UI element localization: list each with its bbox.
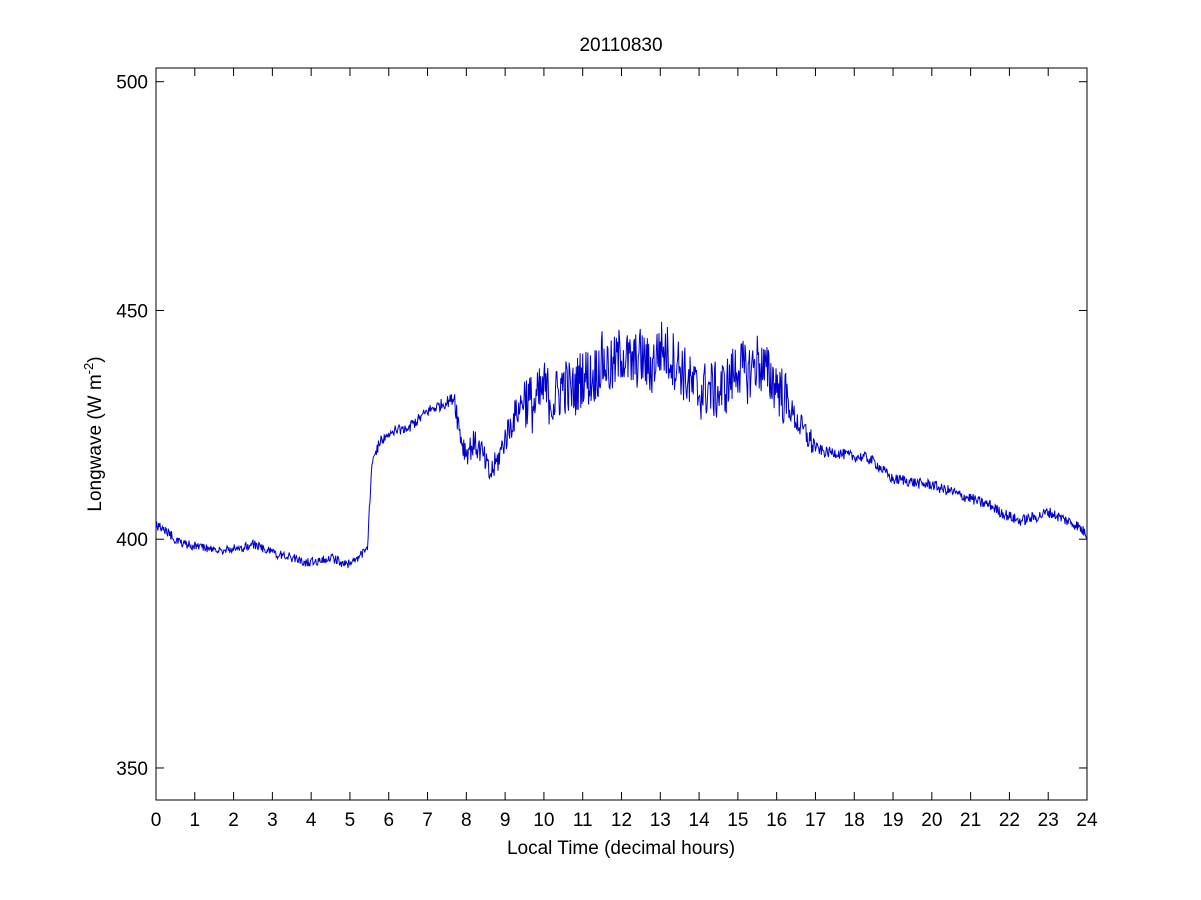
y-axis: 350 400 450 500 — [116, 73, 1087, 780]
x-tick-label-19: 19 — [882, 810, 903, 831]
x-tick-label-6: 6 — [383, 810, 394, 831]
longwave-series-line — [155, 321, 1088, 569]
y-tick-label-500: 500 — [116, 73, 148, 94]
x-tick-label-14: 14 — [689, 810, 711, 831]
chart-title: 20110830 — [579, 35, 662, 56]
y-axis-label-suffix: ) — [85, 356, 106, 362]
x-tick-label-8: 8 — [461, 810, 472, 831]
x-tick-label-1: 1 — [190, 810, 201, 831]
x-tick-label-5: 5 — [345, 810, 356, 831]
x-tick-label-20: 20 — [921, 810, 942, 831]
x-tick-label-9: 9 — [500, 810, 511, 831]
x-tick-label-11: 11 — [573, 810, 593, 831]
y-tick-label-450: 450 — [116, 301, 148, 322]
x-axis: 0 1 2 3 4 5 6 7 8 9 10 11 12 13 14 15 16 17 18 19 20 21 22 23 24 — [151, 68, 1098, 831]
y-axis-label-superscript: -2 — [81, 363, 96, 375]
x-tick-label-15: 15 — [727, 810, 748, 831]
plot-area — [155, 67, 1088, 801]
x-tick-label-22: 22 — [999, 810, 1020, 831]
x-tick-label-21: 21 — [960, 810, 981, 831]
x-tick-label-17: 17 — [805, 810, 826, 831]
y-axis-label: Longwave (W m-2) — [81, 356, 106, 511]
y-tick-label-350: 350 — [116, 759, 148, 780]
x-tick-label-18: 18 — [844, 810, 865, 831]
x-axis-label: Local Time (decimal hours) — [507, 838, 735, 859]
x-tick-label-24: 24 — [1076, 810, 1098, 831]
x-tick-label-2: 2 — [228, 810, 239, 831]
x-tick-label-7: 7 — [422, 810, 433, 831]
x-tick-label-10: 10 — [533, 810, 554, 831]
x-tick-label-4: 4 — [306, 810, 317, 831]
x-tick-label-3: 3 — [267, 810, 278, 831]
x-tick-label-12: 12 — [611, 810, 632, 831]
y-axis-label-main: Longwave (W m — [85, 374, 106, 511]
x-tick-label-13: 13 — [650, 810, 671, 831]
x-tick-label-0: 0 — [151, 810, 162, 831]
y-tick-label-400: 400 — [116, 530, 148, 551]
x-tick-label-23: 23 — [1038, 810, 1059, 831]
x-tick-label-16: 16 — [766, 810, 787, 831]
